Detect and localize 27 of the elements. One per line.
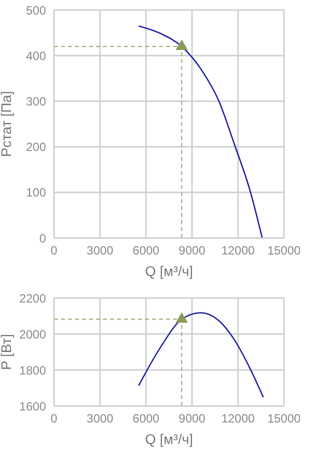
x-tick-label: 15000 — [267, 244, 302, 258]
y-tick-label: 0 — [39, 231, 46, 246]
x-tick-label: 6000 — [132, 244, 160, 258]
x-tick-label: 0 — [50, 244, 58, 258]
x-tick-label: 3000 — [86, 412, 114, 426]
x-tick-label: 12000 — [221, 412, 256, 426]
x-tick-label: 12000 — [221, 244, 256, 258]
y-tick-label: 200 — [26, 140, 46, 154]
x-axis-title: Q [м³/ч] — [144, 431, 194, 447]
y-axis-title: Pстат [Па] — [0, 90, 14, 158]
x-axis-title: Q [м³/ч] — [144, 263, 194, 279]
y-tick-label: 1600 — [19, 399, 46, 414]
x-tick-label: 9000 — [178, 412, 206, 426]
y-tick-label: 500 — [26, 3, 46, 18]
y-axis-title: P [Вт] — [0, 334, 14, 370]
y-tick-label: 100 — [26, 186, 46, 200]
y-tick-label: 2000 — [19, 327, 46, 342]
line-series — [138, 312, 264, 398]
y-tick-label: 400 — [26, 48, 46, 63]
x-tick-label: 15000 — [267, 412, 302, 426]
x-tick-label: 3000 — [86, 244, 114, 258]
y-tick-label: 1800 — [19, 363, 46, 378]
y-tick-label: 300 — [26, 94, 46, 108]
x-tick-label: 9000 — [178, 244, 206, 258]
x-tick-label: 6000 — [132, 412, 160, 426]
y-tick-label: 2200 — [19, 291, 46, 306]
x-tick-label: 0 — [50, 412, 58, 426]
